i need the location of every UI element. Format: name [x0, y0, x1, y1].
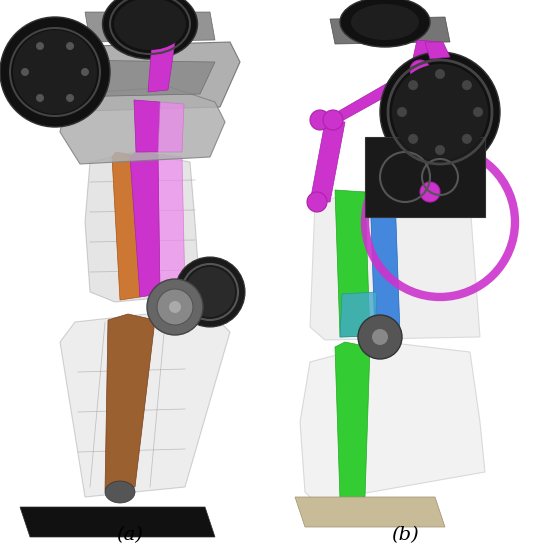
- Ellipse shape: [102, 0, 197, 59]
- Polygon shape: [130, 152, 160, 297]
- Polygon shape: [320, 70, 430, 122]
- Circle shape: [157, 289, 193, 325]
- Circle shape: [380, 52, 500, 172]
- Polygon shape: [148, 42, 175, 92]
- Polygon shape: [310, 122, 345, 202]
- Circle shape: [435, 69, 445, 79]
- Polygon shape: [158, 154, 185, 294]
- Polygon shape: [20, 507, 215, 537]
- Polygon shape: [35, 42, 240, 112]
- Ellipse shape: [340, 0, 430, 47]
- Polygon shape: [158, 102, 184, 152]
- Circle shape: [147, 279, 203, 335]
- Circle shape: [408, 80, 418, 90]
- Circle shape: [420, 122, 440, 142]
- Polygon shape: [134, 100, 160, 152]
- Circle shape: [36, 42, 44, 50]
- Circle shape: [358, 315, 402, 359]
- Text: (b): (b): [391, 526, 419, 544]
- Circle shape: [36, 94, 44, 102]
- Circle shape: [13, 30, 97, 114]
- Circle shape: [0, 17, 110, 127]
- Polygon shape: [295, 497, 445, 527]
- Polygon shape: [60, 60, 215, 97]
- Circle shape: [169, 301, 181, 313]
- Circle shape: [66, 94, 74, 102]
- Polygon shape: [85, 152, 200, 302]
- Circle shape: [392, 64, 488, 160]
- Circle shape: [66, 42, 74, 50]
- Circle shape: [372, 329, 388, 345]
- Polygon shape: [60, 87, 225, 164]
- Circle shape: [323, 110, 343, 130]
- Ellipse shape: [105, 481, 135, 503]
- Polygon shape: [330, 17, 450, 44]
- Polygon shape: [310, 187, 480, 340]
- Polygon shape: [60, 312, 230, 497]
- Polygon shape: [370, 192, 400, 336]
- Circle shape: [435, 145, 445, 155]
- Circle shape: [81, 68, 89, 76]
- Polygon shape: [335, 342, 370, 500]
- Circle shape: [408, 134, 418, 144]
- Ellipse shape: [351, 4, 419, 40]
- Circle shape: [175, 257, 245, 327]
- Circle shape: [473, 107, 483, 117]
- Polygon shape: [300, 342, 485, 502]
- Circle shape: [310, 110, 330, 130]
- Circle shape: [21, 68, 29, 76]
- Polygon shape: [410, 40, 440, 72]
- Circle shape: [462, 80, 472, 90]
- Circle shape: [185, 267, 235, 317]
- Ellipse shape: [114, 0, 186, 50]
- Polygon shape: [340, 292, 377, 337]
- Polygon shape: [425, 42, 450, 59]
- Text: (a): (a): [116, 526, 143, 544]
- Polygon shape: [105, 314, 155, 490]
- Polygon shape: [85, 12, 215, 42]
- Polygon shape: [415, 117, 445, 192]
- Circle shape: [420, 182, 440, 202]
- Circle shape: [410, 60, 430, 80]
- Polygon shape: [335, 190, 370, 337]
- Bar: [365, 137, 485, 217]
- Polygon shape: [112, 152, 140, 300]
- Circle shape: [462, 134, 472, 144]
- Circle shape: [307, 192, 327, 212]
- Circle shape: [397, 107, 407, 117]
